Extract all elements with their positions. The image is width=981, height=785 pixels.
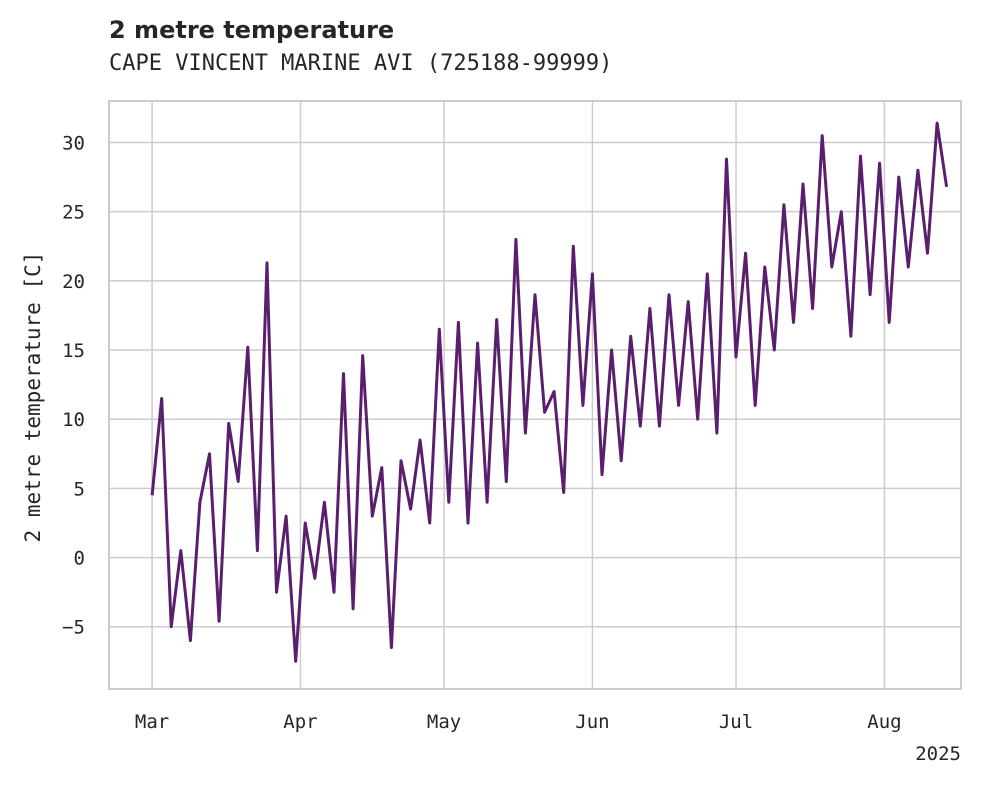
- x-tick-labels: Mar Apr May Jun Jul Aug: [135, 711, 902, 733]
- y-tick-label: 0: [74, 548, 85, 570]
- chart-title: 2 metre temperature: [109, 16, 395, 44]
- y-tick-labels: −5 0 5 10 15 20 25 30: [62, 133, 85, 639]
- y-tick-label: 10: [62, 409, 85, 431]
- y-tick-label: 15: [62, 340, 85, 362]
- y-tick-label: 5: [74, 478, 85, 500]
- plot-frame: [108, 100, 962, 690]
- grid-lines: [109, 101, 961, 689]
- chart-subtitle: CAPE VINCENT MARINE AVI (725188-99999): [109, 51, 613, 76]
- temperature-series-line: [150, 121, 949, 663]
- x-offset-label: 2025: [915, 743, 961, 765]
- x-tick-label: May: [427, 711, 461, 733]
- x-tick-label: Jun: [575, 711, 609, 733]
- x-tick-label: Aug: [867, 711, 901, 733]
- y-tick-label: −5: [62, 617, 85, 639]
- x-tick-label: Mar: [135, 711, 169, 733]
- x-tick-label: Jul: [719, 711, 753, 733]
- y-tick-label: 30: [62, 133, 85, 155]
- y-tick-label: 25: [62, 202, 85, 224]
- y-axis-label: 2 metre temperature [C]: [21, 252, 45, 543]
- y-tick-label: 20: [62, 271, 85, 293]
- x-tick-label: Apr: [283, 711, 317, 733]
